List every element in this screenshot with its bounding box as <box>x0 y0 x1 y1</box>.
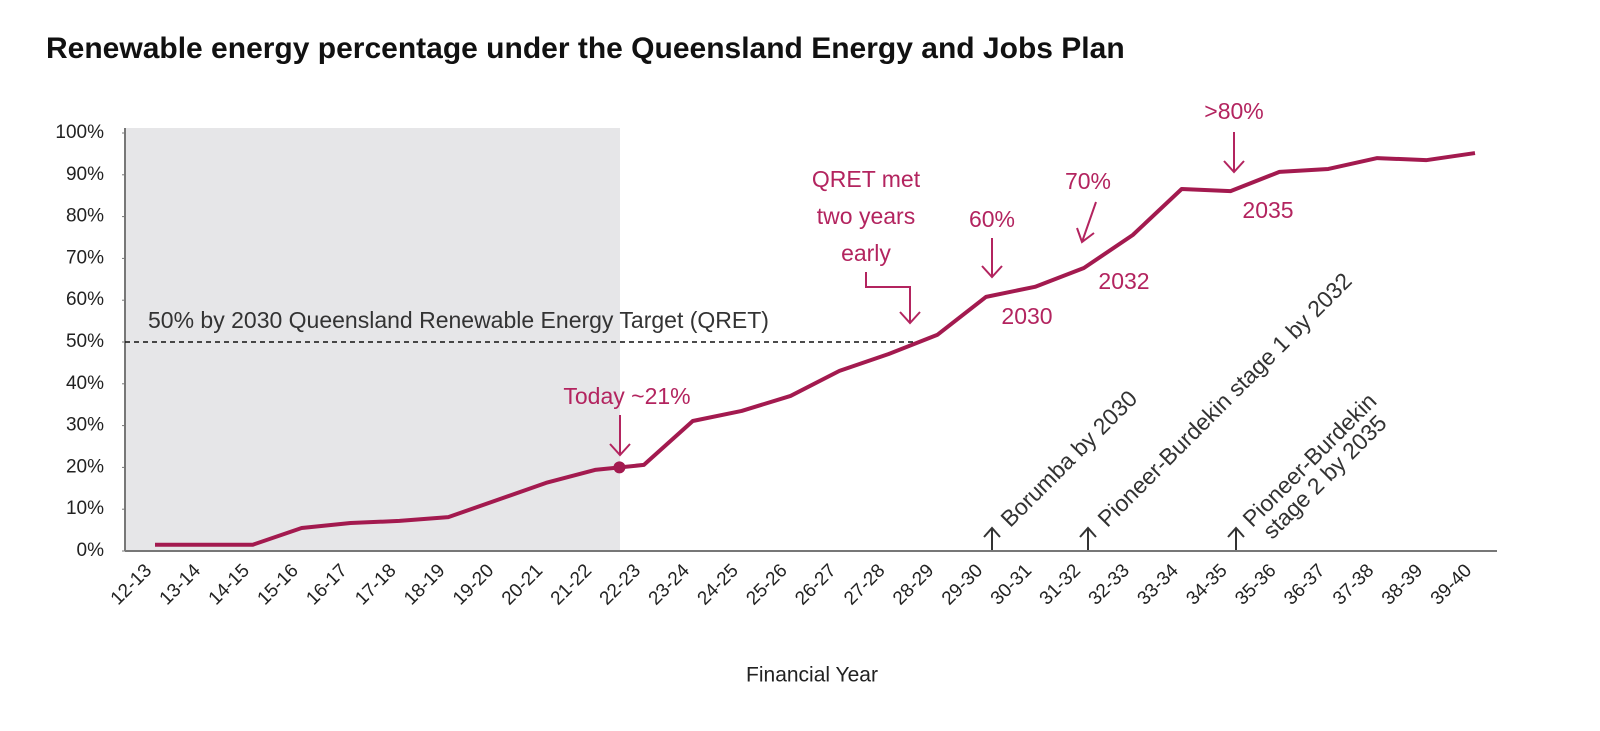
y-tick-label: 70% <box>66 247 104 268</box>
arrow <box>1223 132 1245 174</box>
y-tick-label: 100% <box>55 122 104 143</box>
data-line <box>155 151 1476 547</box>
annotation: early <box>841 240 891 266</box>
x-tick-label: 23-24 <box>645 560 695 610</box>
x-tick-label: 32-33 <box>1085 560 1134 609</box>
x-tick-label: 25-26 <box>742 560 791 609</box>
x-tick-label: 20-21 <box>498 560 547 609</box>
x-tick-label: 33-34 <box>1134 560 1184 610</box>
arrow <box>983 526 1001 550</box>
today-marker <box>613 461 626 474</box>
annotation: two years <box>817 203 915 229</box>
x-tick-label: 37-38 <box>1329 560 1378 609</box>
arrow <box>609 415 631 457</box>
x-tick-label: 19-20 <box>449 560 498 609</box>
arrow <box>981 238 1003 279</box>
x-tick-label: 34-35 <box>1182 560 1231 609</box>
x-tick-label: 18-19 <box>400 560 449 609</box>
x-tick-label: 22-23 <box>596 560 645 609</box>
arrow <box>865 272 921 325</box>
y-tick-label: 20% <box>66 456 104 477</box>
x-tick-label: 26-27 <box>791 560 840 609</box>
annotation: 60% <box>969 206 1015 232</box>
x-tick-label: 13-14 <box>156 560 206 610</box>
project-label: Pioneer-Burdekin <box>1237 388 1381 532</box>
annotation: 50% by 2030 Queensland Renewable Energy … <box>148 307 769 333</box>
x-tick-label: 29-30 <box>938 560 987 609</box>
arrow <box>1076 201 1097 244</box>
y-tick-label: 50% <box>66 331 104 352</box>
x-tick-label: 39-40 <box>1427 560 1476 609</box>
project-arrows <box>983 526 1245 550</box>
annotation: 2032 <box>1098 268 1149 294</box>
y-tick-label: 40% <box>66 373 104 394</box>
chart-title: Renewable energy percentage under the Qu… <box>46 32 1125 65</box>
x-tick-label: 38-39 <box>1378 560 1427 609</box>
x-tick-label: 28-29 <box>889 560 938 609</box>
x-tick-label: 24-25 <box>694 560 743 609</box>
y-tick-label: 0% <box>77 540 105 561</box>
y-tick-label: 60% <box>66 289 104 310</box>
x-tick-label: 21-22 <box>547 560 596 609</box>
annotation: QRET met <box>812 166 921 192</box>
y-tick-label: 10% <box>66 498 104 519</box>
x-tick-label: 12-13 <box>107 560 156 609</box>
annotation: 2035 <box>1242 197 1293 223</box>
annotation: Today ~21% <box>563 383 690 409</box>
x-tick-label: 17-18 <box>351 560 400 609</box>
x-axis-label: Financial Year <box>746 664 878 687</box>
x-tick-label: 15-16 <box>254 560 303 609</box>
annotation: 70% <box>1065 168 1111 194</box>
annotation-arrows <box>609 132 1245 457</box>
y-tick-label: 30% <box>66 415 104 436</box>
x-tick-label: 35-36 <box>1231 560 1280 609</box>
x-tick-label: 31-32 <box>1036 560 1085 609</box>
y-tick-label: 80% <box>66 206 104 227</box>
annotation: >80% <box>1204 98 1263 124</box>
y-tick-label: 90% <box>66 164 104 185</box>
x-tick-label: 16-17 <box>302 560 351 609</box>
x-tick-label: 36-37 <box>1280 560 1329 609</box>
annotation: 2030 <box>1001 303 1052 329</box>
historical-shading <box>125 128 620 551</box>
x-tick-label: 27-28 <box>840 560 889 609</box>
arrow <box>1227 526 1245 550</box>
x-tick-label: 30-31 <box>987 560 1036 609</box>
x-tick-label: 14-15 <box>205 560 254 609</box>
arrow <box>1079 526 1097 550</box>
